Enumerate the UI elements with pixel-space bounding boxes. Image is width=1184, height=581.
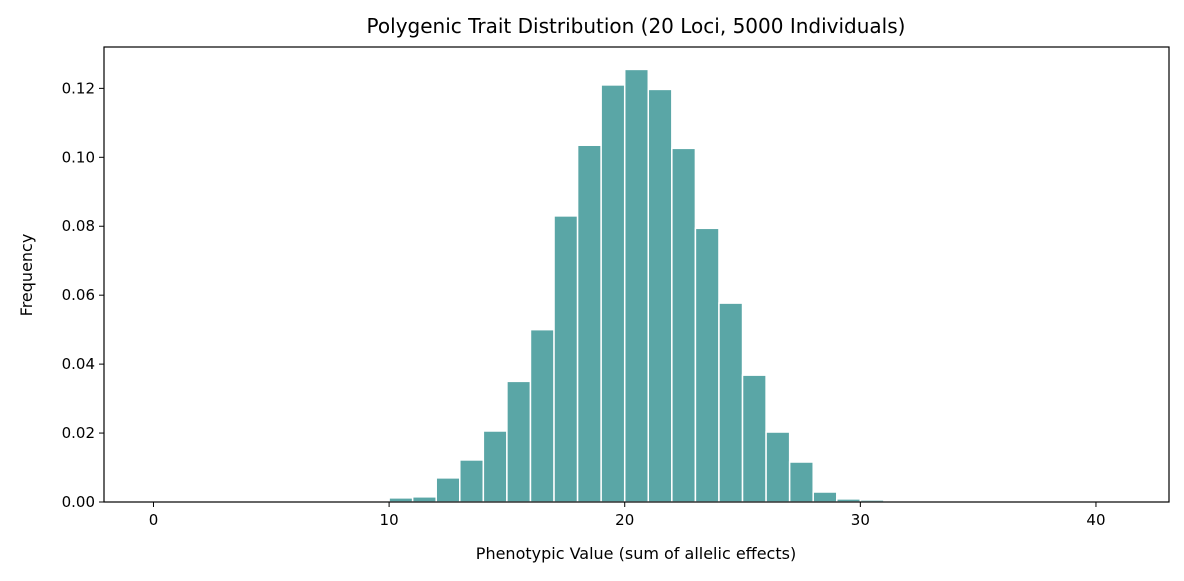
histogram-bar xyxy=(529,328,555,503)
y-tick-label: 0.10 xyxy=(62,148,95,166)
plot-frame xyxy=(103,46,1170,503)
x-tick-label: 0 xyxy=(149,511,159,529)
y-axis: 0.00 0.02 0.04 0.06 0.08 0.10 0.12 xyxy=(62,79,104,511)
histogram-bar xyxy=(506,380,532,503)
histogram-bar xyxy=(388,497,414,503)
y-tick-label: 0.04 xyxy=(62,355,95,373)
histogram-bar xyxy=(788,461,814,503)
bars-group xyxy=(388,68,885,503)
histogram-bar xyxy=(671,147,697,503)
x-tick-label: 20 xyxy=(615,511,634,529)
y-axis-label: Frequency xyxy=(17,234,36,317)
y-tick-label: 0.00 xyxy=(62,493,95,511)
y-tick-label: 0.06 xyxy=(62,286,95,304)
x-tick-label: 40 xyxy=(1086,511,1105,529)
histogram-bar xyxy=(600,84,626,503)
histogram-bar xyxy=(482,430,508,503)
y-tick-label: 0.02 xyxy=(62,424,95,442)
x-tick-label: 30 xyxy=(851,511,870,529)
histogram-bar xyxy=(718,302,744,503)
histogram-bar xyxy=(411,496,437,503)
histogram-bar xyxy=(694,227,720,503)
histogram-bar xyxy=(459,459,485,503)
chart-title: Polygenic Trait Distribution (20 Loci, 5… xyxy=(367,14,906,38)
x-axis-label: Phenotypic Value (sum of allelic effects… xyxy=(476,544,796,563)
histogram-bar xyxy=(647,88,673,503)
histogram-bar xyxy=(812,491,838,503)
histogram-bar xyxy=(623,68,650,503)
x-axis: 0 10 20 30 40 xyxy=(149,502,1106,529)
y-tick-label: 0.12 xyxy=(62,79,95,97)
histogram-bar xyxy=(553,215,579,503)
y-tick-label: 0.08 xyxy=(62,217,95,235)
x-tick-label: 10 xyxy=(380,511,399,529)
histogram-bar xyxy=(435,477,461,503)
histogram-bar xyxy=(741,374,767,503)
histogram-bar xyxy=(576,144,602,503)
histogram-bar xyxy=(765,431,791,503)
